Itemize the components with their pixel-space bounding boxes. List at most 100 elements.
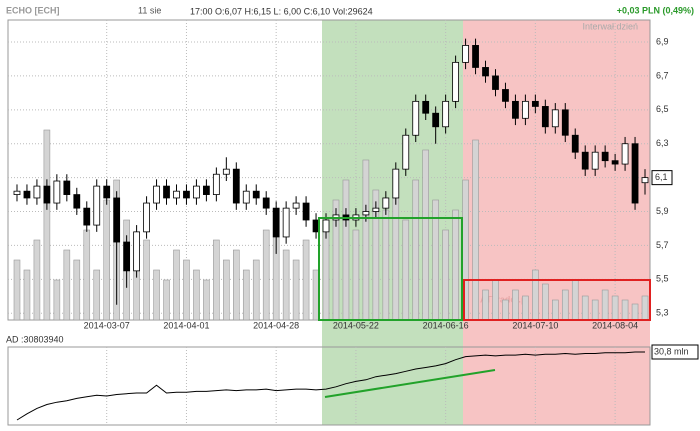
volume-bar	[402, 219, 410, 321]
candle-body	[412, 100, 420, 136]
candle-body	[362, 211, 370, 216]
volume-bar	[223, 259, 230, 321]
candle-body	[541, 106, 549, 128]
ticker: ECHO [ECH]	[6, 5, 60, 15]
volume-bar	[53, 279, 61, 321]
volume-bar	[422, 149, 429, 321]
volume-bar	[193, 269, 200, 321]
volume-bar	[641, 295, 649, 321]
volume-bar	[502, 299, 509, 321]
volume-bar	[581, 295, 589, 321]
candle-body	[262, 197, 270, 209]
volume-bar	[23, 269, 31, 321]
candle-body	[442, 100, 450, 128]
ad-label-box	[651, 344, 699, 360]
volume-bar	[571, 279, 579, 321]
candle-body	[611, 160, 619, 165]
volume-bar	[621, 299, 629, 321]
volume-bar	[292, 259, 300, 321]
volume-bar	[153, 269, 160, 321]
volume-bar	[492, 279, 499, 321]
date: 11 sie	[138, 5, 161, 15]
volume-bar	[103, 199, 110, 321]
volume-bar	[362, 159, 370, 321]
candle-body	[272, 207, 280, 238]
volume-bar	[482, 289, 489, 321]
candle-body	[212, 173, 220, 195]
candle-body	[53, 180, 61, 204]
x-tick-label: 2014-05-22	[333, 320, 379, 330]
candle-body	[13, 190, 21, 195]
candle-body	[153, 185, 160, 204]
candle-body	[502, 89, 509, 102]
close-label-box	[651, 170, 673, 186]
candle-body	[123, 241, 131, 272]
candle-body	[63, 180, 71, 195]
volume-bar	[203, 279, 210, 321]
y-tick-label: 5,7	[656, 240, 669, 250]
candle-body	[183, 190, 190, 199]
volume-bar	[342, 179, 350, 321]
candle-body	[621, 143, 629, 165]
volume-bar	[472, 139, 479, 321]
volume-highlight	[463, 279, 651, 321]
volume-bar	[452, 209, 459, 321]
y-tick-label: 6,3	[656, 138, 669, 148]
candle-body	[631, 143, 639, 204]
candle-body	[571, 134, 579, 153]
candle-body	[601, 151, 609, 162]
candle-body	[143, 202, 150, 233]
volume-bar	[73, 259, 81, 321]
volume-bar	[522, 295, 529, 321]
candle-body	[103, 185, 111, 199]
volume-bar	[43, 129, 51, 321]
interval: Interwał dzień	[582, 21, 638, 31]
x-tick-label: 2014-03-07	[84, 320, 130, 330]
x-tick-label: 2014-07-10	[512, 320, 558, 330]
candle-body	[322, 219, 330, 233]
x-tick-label: 2014-08-04	[592, 320, 638, 330]
candle-body	[641, 177, 649, 184]
volume-bar	[412, 179, 420, 321]
candle-body	[202, 185, 210, 195]
candle-body	[482, 67, 489, 77]
volume-bar	[83, 229, 91, 321]
candle-body	[551, 109, 559, 128]
candle-body	[382, 197, 390, 209]
candle-body	[472, 45, 479, 68]
ad-frame	[7, 346, 651, 426]
y-tick-label: 6,5	[656, 104, 669, 114]
volume-bar	[33, 239, 41, 321]
volume-bar	[302, 239, 310, 321]
candle-body	[531, 100, 539, 107]
candle-body	[292, 202, 300, 209]
y-tick-label: 5,9	[656, 206, 669, 216]
volume-bar	[442, 229, 449, 321]
close-label: 6,1	[655, 172, 668, 182]
volume-bar	[183, 259, 190, 321]
candle-body	[73, 194, 81, 209]
y-tick-label: 6,9	[656, 36, 669, 46]
candle-body	[512, 100, 519, 119]
volume-highlight	[318, 217, 463, 321]
candle-body	[282, 207, 290, 238]
candle-body	[581, 151, 589, 170]
candle-body	[252, 190, 260, 199]
volume-bar	[552, 299, 559, 321]
candle-body	[522, 100, 529, 119]
candle-body	[432, 112, 440, 128]
y-tick-label: 6,7	[656, 70, 669, 80]
watermark: ATTrader.pl	[480, 294, 529, 304]
volume-bar	[163, 279, 170, 321]
volume-bar	[631, 303, 639, 321]
x-tick-label: 2014-04-28	[253, 320, 299, 330]
volume-bar	[282, 249, 290, 321]
candle-body	[422, 100, 430, 114]
y-tick-label: 5,3	[656, 308, 669, 318]
candle-body	[173, 190, 180, 199]
candle-body	[302, 202, 310, 221]
volume-bar	[532, 269, 539, 321]
volume-bar	[601, 289, 609, 321]
candle-body	[402, 134, 410, 170]
